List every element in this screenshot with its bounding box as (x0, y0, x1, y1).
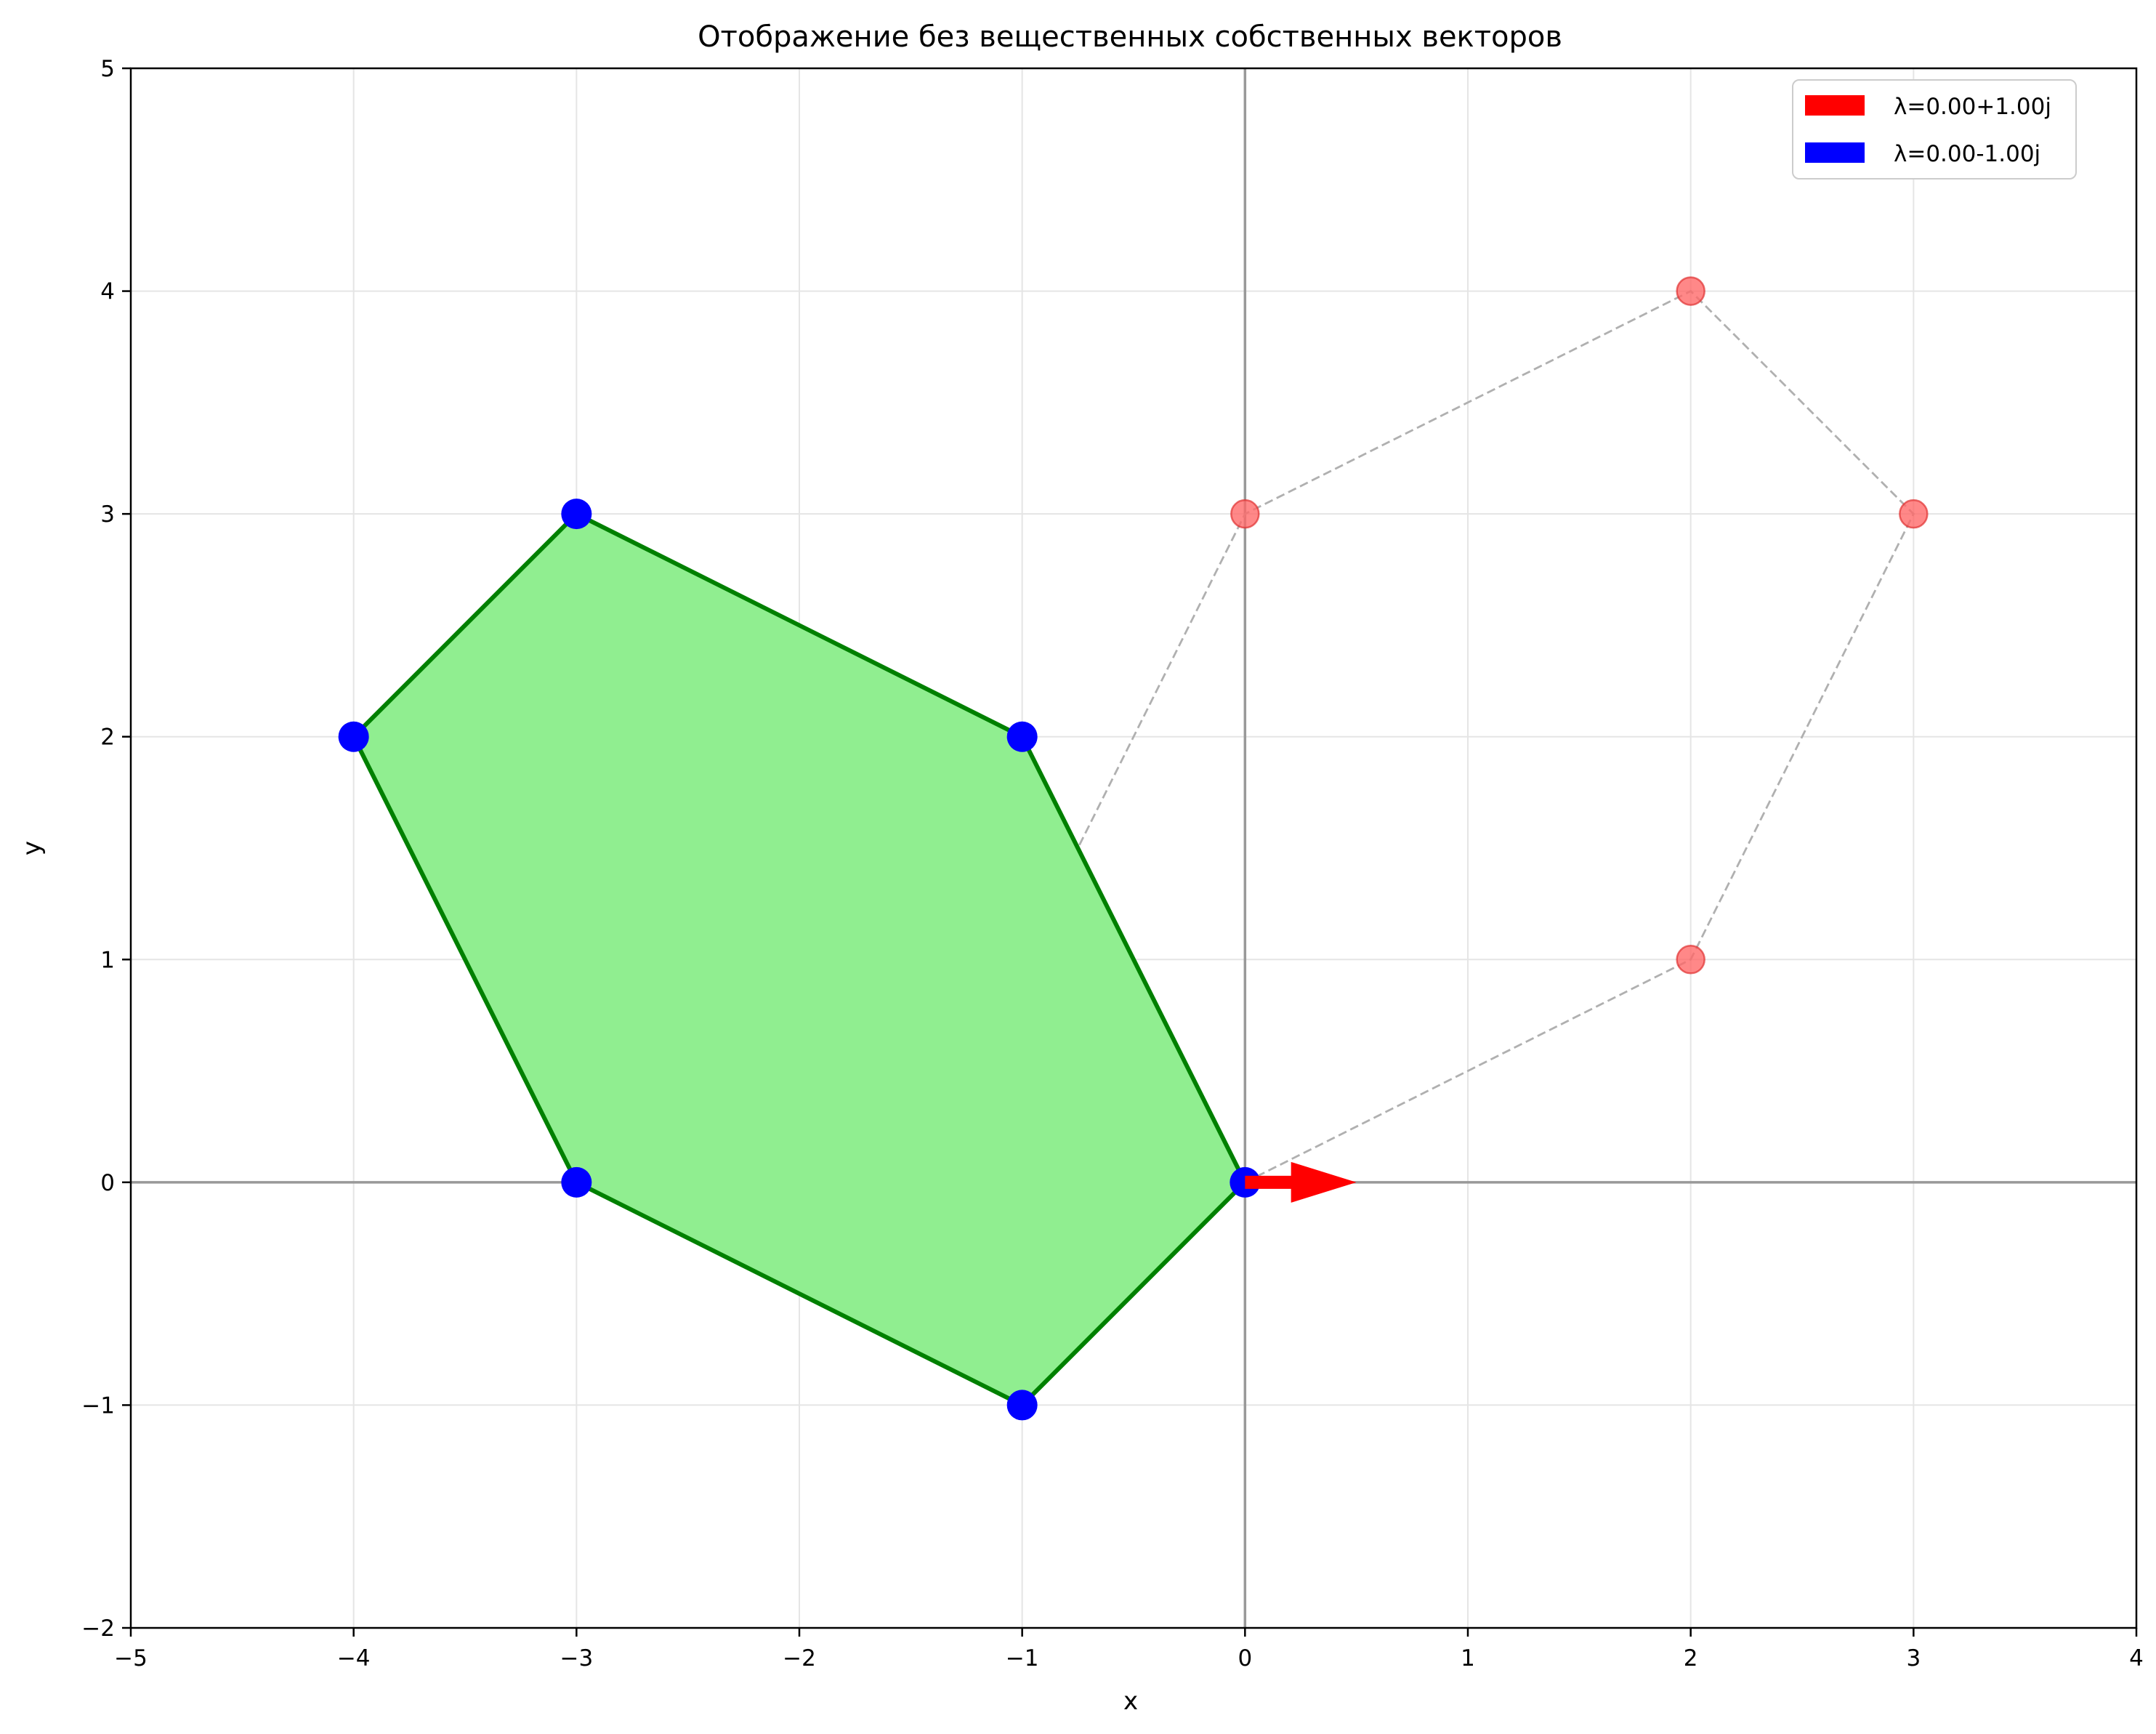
x-tick-label-0: −5 (114, 1645, 148, 1672)
original-point-1 (1676, 945, 1705, 975)
x-tick-label-1: −4 (337, 1645, 371, 1672)
legend-swatch-negative (1805, 142, 1865, 163)
x-axis-label: x (1123, 1687, 1138, 1716)
x-tick-label-4: −1 (1006, 1645, 1039, 1672)
original-point-4 (1230, 499, 1260, 529)
plot-border (129, 67, 2138, 1629)
y-axis-label: y (17, 841, 47, 855)
y-tick-label-5: 3 (100, 501, 115, 528)
x-tick-label-2: −3 (560, 1645, 593, 1672)
vector-arrow-0 (1245, 1161, 1357, 1203)
transformed-point-4 (561, 499, 592, 530)
x-tick-label-7: 2 (1684, 1645, 1698, 1672)
vector-layer (1245, 1161, 1357, 1203)
y-tick-label-2: 0 (100, 1170, 115, 1196)
y-tick-label-4: 2 (100, 725, 115, 751)
original-point-2 (1899, 499, 1929, 529)
y-tick-label-1: −1 (81, 1392, 115, 1419)
x-tick-label-5: 0 (1238, 1645, 1252, 1672)
x-tick-label-9: 4 (2129, 1645, 2144, 1672)
tick-layer: −5 −4 −3 −2 −1 0 1 2 3 4 −2 −1 0 1 2 3 4 5 (81, 56, 2144, 1672)
y-tick-label-6: 4 (100, 279, 115, 305)
legend: λ=0.00+1.00j λ=0.00-1.00j (1792, 79, 2077, 180)
y-tick-label-0: −2 (81, 1616, 115, 1642)
y-tick-label-7: 5 (100, 56, 115, 82)
y-tick-label-3: 1 (100, 947, 115, 973)
legend-swatch-positive (1805, 95, 1865, 116)
x-tick-label-6: 1 (1461, 1645, 1475, 1672)
transformed-point-2 (561, 1166, 592, 1198)
transformed-polygon-layer (338, 499, 1261, 1421)
transformed-point-3 (338, 721, 369, 752)
plot-frame (129, 67, 2138, 1629)
legend-label-positive: λ=0.00+1.00j (1894, 94, 2051, 120)
legend-label-negative: λ=0.00-1.00j (1894, 141, 2040, 167)
original-point-3 (1676, 276, 1705, 306)
x-tick-label-8: 3 (1906, 1645, 1921, 1672)
x-tick-label-3: −2 (783, 1645, 816, 1672)
chart-title: Отображение без вещественных собственных… (698, 20, 1562, 54)
transformed-point-1 (1006, 1390, 1038, 1421)
transformed-point-5 (1006, 721, 1038, 752)
